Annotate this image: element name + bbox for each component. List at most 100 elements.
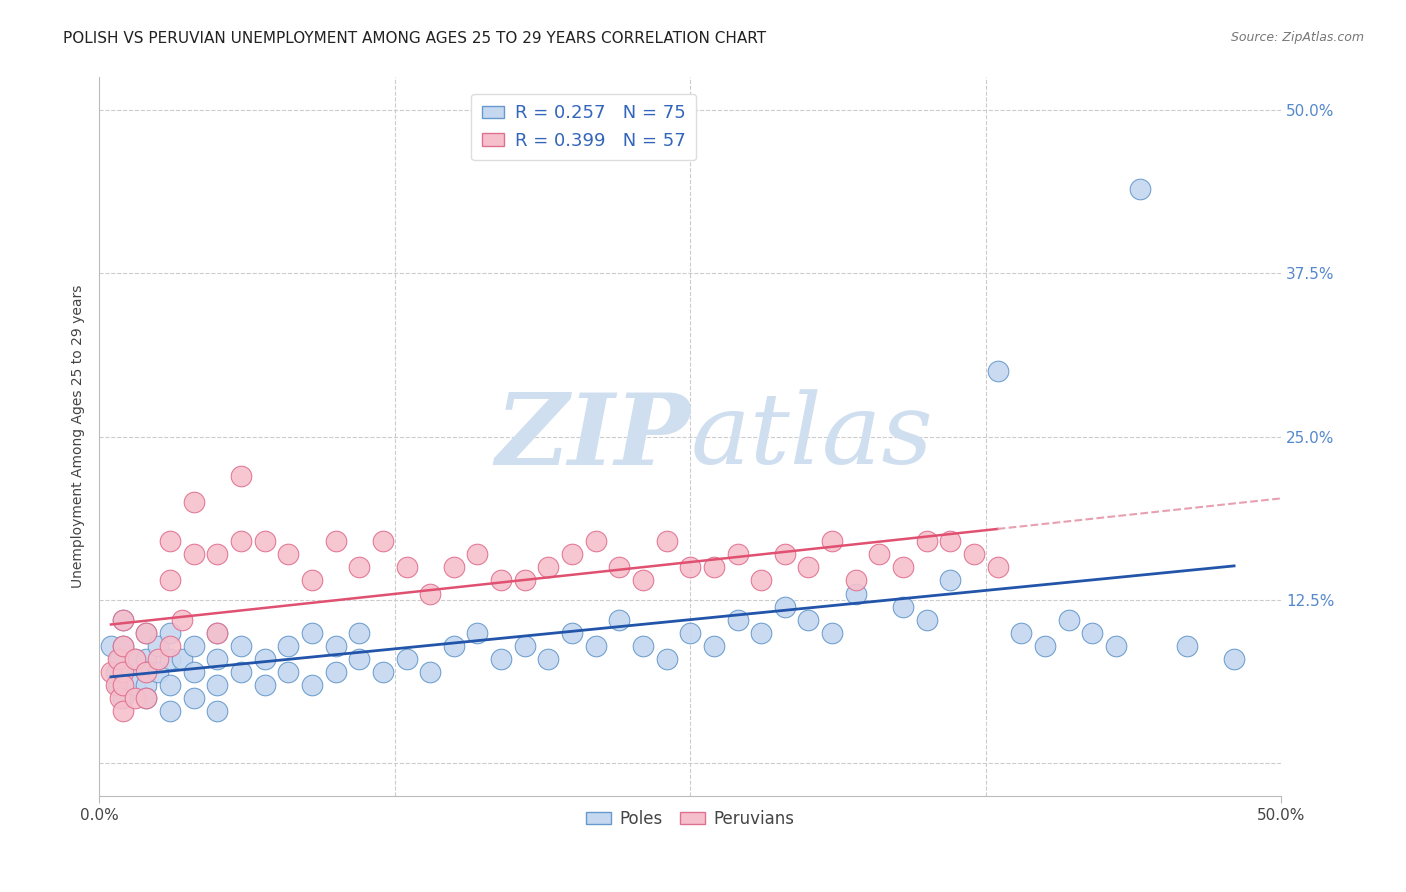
Point: [419, 586, 441, 600]
Point: [135, 625, 157, 640]
Text: POLISH VS PERUVIAN UNEMPLOYMENT AMONG AGES 25 TO 29 YEARS CORRELATION CHART: POLISH VS PERUVIAN UNEMPLOYMENT AMONG AG…: [63, 31, 766, 46]
Point: [773, 599, 796, 614]
Point: [148, 652, 170, 666]
Point: [207, 625, 229, 640]
Point: [727, 547, 749, 561]
Point: [915, 613, 938, 627]
Point: [159, 625, 181, 640]
Point: [325, 534, 347, 549]
Point: [148, 639, 170, 653]
Point: [489, 652, 512, 666]
Point: [159, 639, 181, 653]
Point: [183, 691, 205, 706]
Point: [135, 665, 157, 679]
Point: [585, 534, 607, 549]
Point: [607, 613, 630, 627]
Point: [207, 652, 229, 666]
Point: [301, 574, 323, 588]
Point: [183, 547, 205, 561]
Point: [963, 547, 986, 561]
Point: [170, 613, 193, 627]
Point: [135, 691, 157, 706]
Point: [135, 678, 157, 692]
Point: [170, 652, 193, 666]
Y-axis label: Unemployment Among Ages 25 to 29 years: Unemployment Among Ages 25 to 29 years: [72, 285, 86, 589]
Point: [135, 691, 157, 706]
Point: [107, 678, 129, 692]
Point: [301, 625, 323, 640]
Point: [395, 652, 418, 666]
Point: [655, 652, 678, 666]
Point: [104, 665, 127, 679]
Point: [987, 364, 1010, 378]
Point: [727, 613, 749, 627]
Point: [1175, 639, 1198, 653]
Point: [124, 652, 146, 666]
Point: [1128, 181, 1150, 195]
Point: [749, 625, 772, 640]
Point: [159, 574, 181, 588]
Point: [107, 652, 129, 666]
Point: [111, 678, 134, 692]
Point: [1057, 613, 1080, 627]
Point: [443, 560, 465, 574]
Point: [371, 534, 394, 549]
Point: [419, 665, 441, 679]
Point: [110, 691, 132, 706]
Point: [325, 639, 347, 653]
Point: [111, 665, 134, 679]
Point: [845, 574, 868, 588]
Point: [679, 560, 702, 574]
Point: [537, 560, 560, 574]
Point: [111, 613, 134, 627]
Point: [135, 652, 157, 666]
Point: [443, 639, 465, 653]
Point: [135, 625, 157, 640]
Point: [159, 704, 181, 718]
Point: [1105, 639, 1128, 653]
Point: [891, 599, 914, 614]
Point: [939, 574, 962, 588]
Point: [253, 678, 276, 692]
Point: [371, 665, 394, 679]
Point: [148, 665, 170, 679]
Point: [229, 639, 252, 653]
Point: [513, 639, 536, 653]
Point: [277, 547, 299, 561]
Point: [183, 495, 205, 509]
Point: [111, 639, 134, 653]
Point: [489, 574, 512, 588]
Point: [607, 560, 630, 574]
Point: [467, 625, 489, 640]
Point: [253, 652, 276, 666]
Point: [100, 639, 122, 653]
Point: [987, 560, 1010, 574]
Point: [229, 534, 252, 549]
Point: [111, 691, 134, 706]
Point: [124, 678, 146, 692]
Point: [229, 665, 252, 679]
Text: Source: ZipAtlas.com: Source: ZipAtlas.com: [1230, 31, 1364, 45]
Point: [325, 665, 347, 679]
Point: [537, 652, 560, 666]
Point: [679, 625, 702, 640]
Point: [797, 560, 820, 574]
Point: [253, 534, 276, 549]
Point: [207, 704, 229, 718]
Point: [111, 665, 134, 679]
Point: [159, 534, 181, 549]
Point: [915, 534, 938, 549]
Point: [301, 678, 323, 692]
Point: [703, 560, 725, 574]
Point: [395, 560, 418, 574]
Point: [111, 639, 134, 653]
Point: [159, 652, 181, 666]
Point: [561, 547, 583, 561]
Point: [124, 652, 146, 666]
Point: [1010, 625, 1032, 640]
Point: [631, 639, 654, 653]
Point: [183, 639, 205, 653]
Point: [135, 665, 157, 679]
Point: [821, 534, 844, 549]
Point: [797, 613, 820, 627]
